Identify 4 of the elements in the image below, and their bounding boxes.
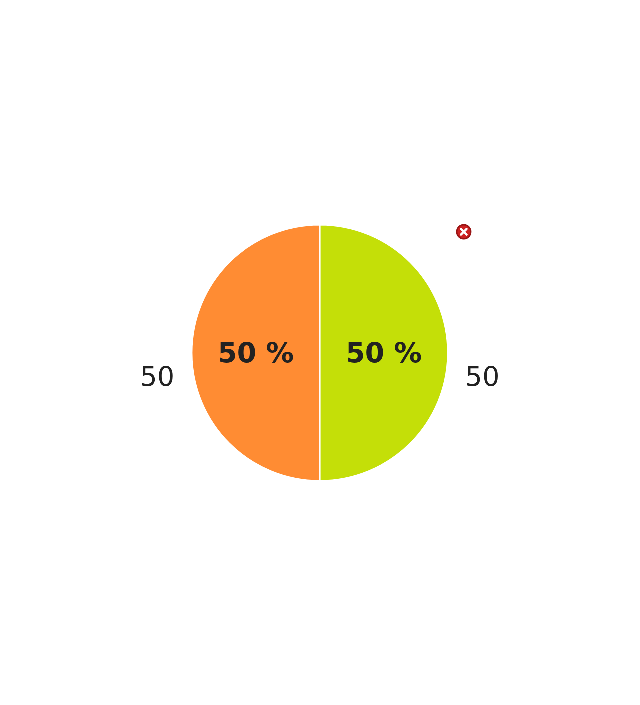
- data-label: 50: [467, 366, 498, 386]
- text: 50 %: [348, 342, 422, 363]
- data-label: 50: [142, 366, 173, 386]
- text: 50 %: [220, 342, 294, 363]
